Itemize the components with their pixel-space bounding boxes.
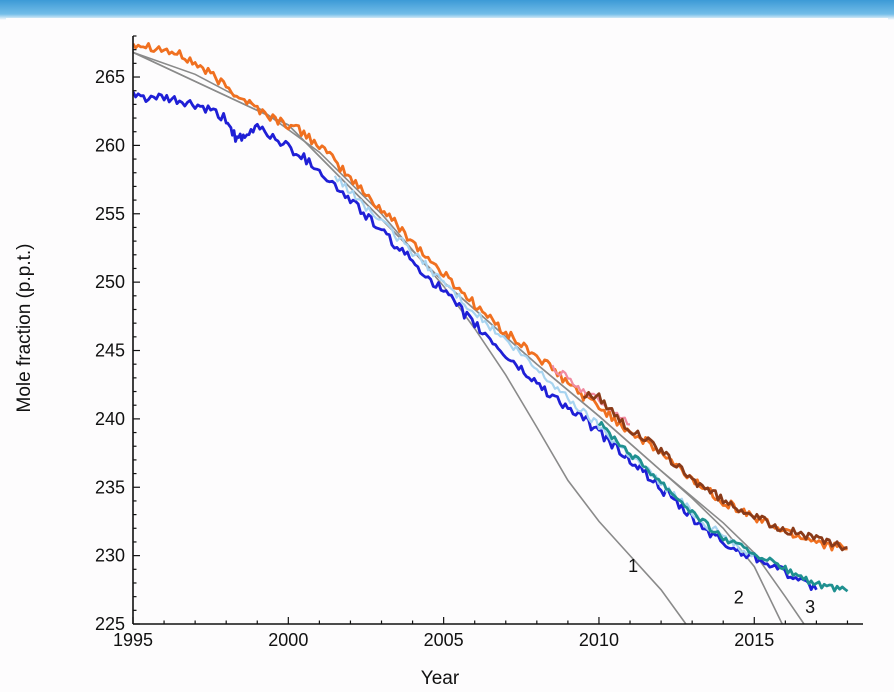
observation-series <box>133 42 849 593</box>
x-tick-label: 2000 <box>268 630 308 650</box>
axes <box>132 35 863 625</box>
y-tick-label: 260 <box>95 135 125 155</box>
x-axis-label: Year <box>421 668 460 689</box>
series-line-6 <box>597 420 849 593</box>
x-tick-label: 2010 <box>579 630 619 650</box>
x-tick-label: 1995 <box>113 630 153 650</box>
y-axis-label: Mole fraction (p.p.t.) <box>14 244 35 413</box>
chart-panel <box>6 18 888 692</box>
curve-labels: 1 2 3 <box>628 556 815 617</box>
y-tick-label: 225 <box>95 614 125 634</box>
y-tick-label: 240 <box>95 409 125 429</box>
x-tick-label: 2005 <box>424 630 464 650</box>
series-line-1 <box>133 42 848 552</box>
y-tick-label: 265 <box>95 67 125 87</box>
scenario-label-3: 3 <box>805 597 815 617</box>
y-tick-label: 250 <box>95 272 125 292</box>
y-tick-label: 255 <box>95 204 125 224</box>
y-tick-label: 230 <box>95 546 125 566</box>
scenario-label-2: 2 <box>734 587 744 607</box>
series-line-5 <box>582 390 848 552</box>
scenario-curve-2 <box>133 51 783 624</box>
scenario-label-1: 1 <box>628 556 638 576</box>
y-tick-label: 235 <box>95 477 125 497</box>
scenario-curve-1 <box>133 51 687 624</box>
x-tick-label: 2015 <box>734 630 774 650</box>
y-tick-label: 245 <box>95 341 125 361</box>
tick-labels: 225 230 235 240 245 250 255 260 265 1995 2000 2005 2… <box>95 67 774 650</box>
